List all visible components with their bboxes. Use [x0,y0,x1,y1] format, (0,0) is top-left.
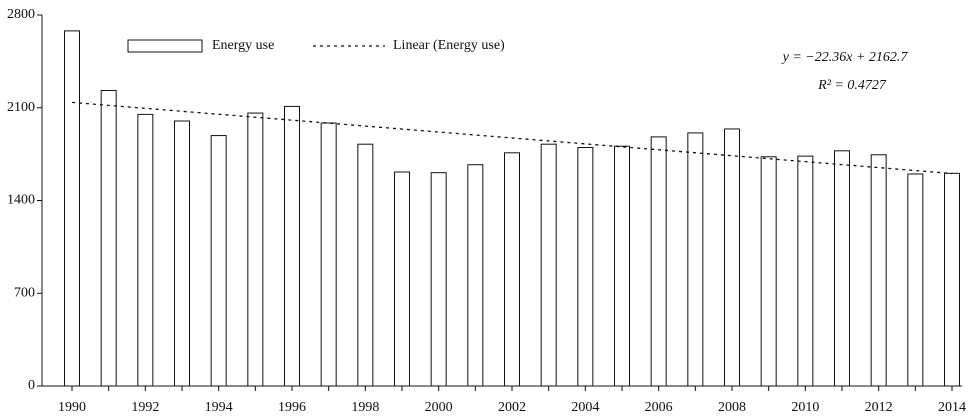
x-tick-label: 1992 [131,400,159,415]
bar [944,172,960,387]
y-tick-label: 2800 [7,7,35,22]
bar [724,128,740,387]
x-tick-label: 1996 [278,400,306,415]
bar [210,135,227,387]
bar [430,172,447,387]
y-tick-label: 0 [28,378,35,393]
bar [834,150,850,387]
bar [760,156,777,387]
y-tick-label: 1400 [7,193,35,208]
bar [100,90,117,387]
bar [320,122,337,387]
bar [247,112,264,387]
x-tick-label: 2012 [865,400,893,415]
bar [907,173,924,387]
bar [687,132,704,387]
bar [504,152,520,387]
equation: y = −22.36x + 2162.7 [781,50,909,65]
bar [467,164,484,387]
x-tick-label: 2002 [498,400,526,415]
x-tick-label: 2008 [718,400,746,415]
x-tick-label: 2014 [938,400,966,415]
bar [797,155,814,387]
x-tick-label: 2004 [571,400,599,415]
bar [357,143,374,387]
x-tick-label: 1990 [58,400,86,415]
x-tick-label: 1994 [205,400,233,415]
legend-label: Linear (Energy use) [393,38,505,53]
legend-label: Energy use [212,38,274,53]
x-tick-label: 2006 [645,400,673,415]
x-tick-label: 2010 [791,400,819,415]
bar [870,154,887,387]
trend-line [71,101,953,175]
bar [284,105,300,387]
legend-swatch [127,39,203,53]
bar [614,145,630,387]
bar [577,147,594,387]
bar [64,30,80,387]
y-tick-label: 2100 [7,100,35,115]
bar [650,136,667,387]
bar [394,171,410,387]
bar [540,143,557,387]
bar [137,113,154,387]
x-tick-label: 2000 [425,400,453,415]
y-tick-label: 700 [14,285,35,300]
x-tick-label: 1998 [351,400,379,415]
r-squared: R² = 0.4727 [817,78,887,93]
bar [174,120,190,387]
